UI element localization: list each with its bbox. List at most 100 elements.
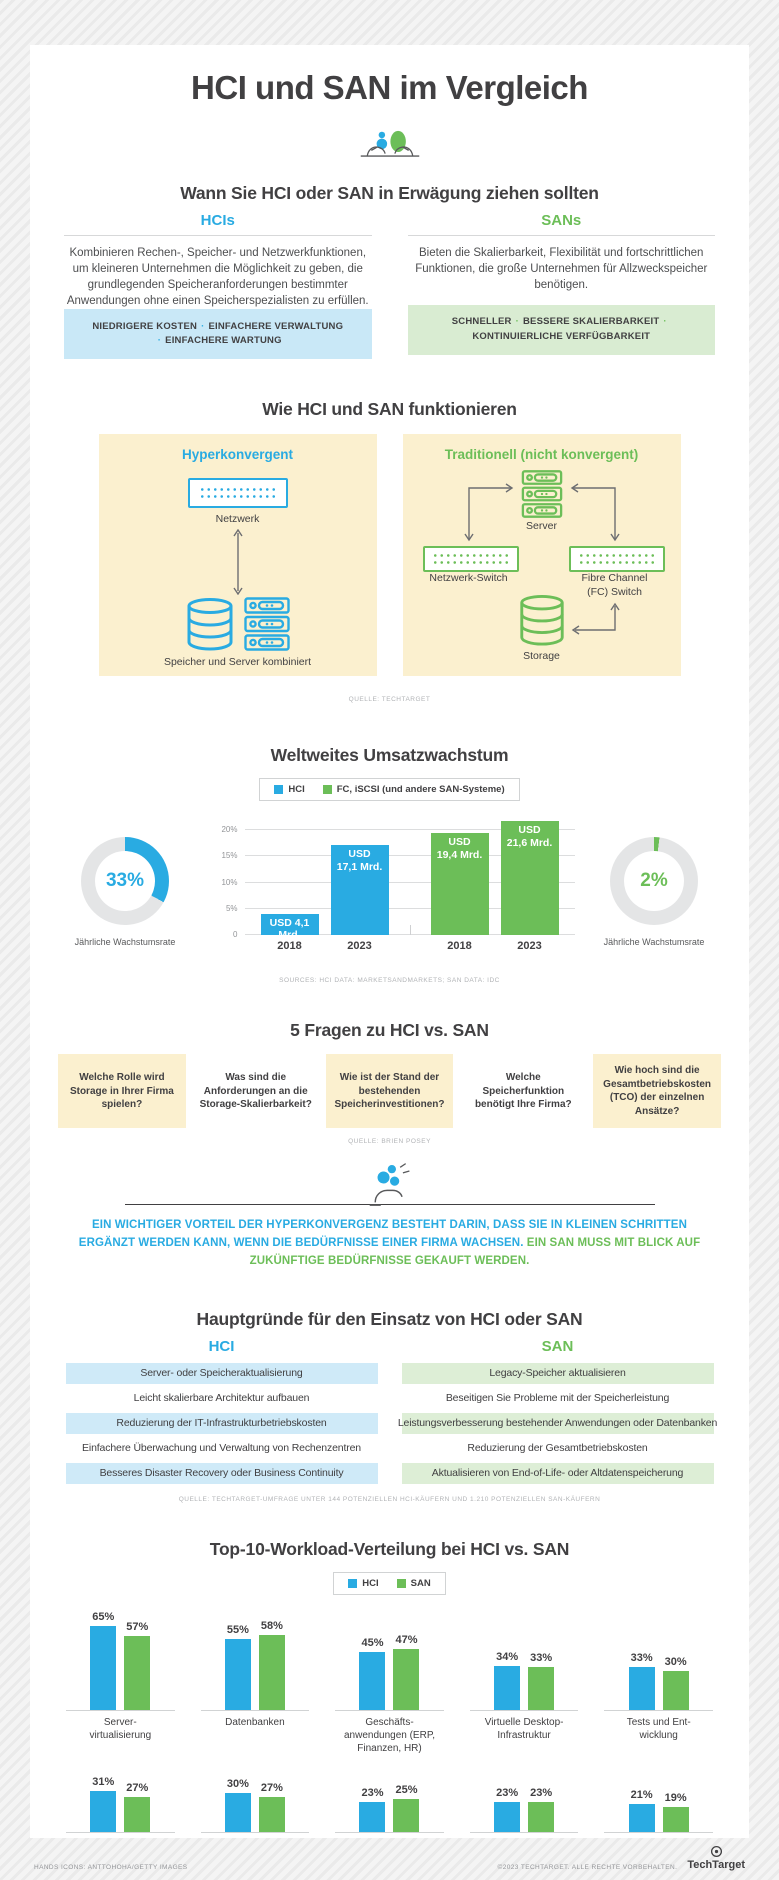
workload-bars: 30% 27% xyxy=(191,1778,320,1832)
benefit-text: KONTINUIERLICHE VERFÜGBARKEIT xyxy=(472,331,651,342)
separator-dot: · xyxy=(663,316,667,328)
workload-bars: 33% 30% xyxy=(594,1652,723,1711)
copyright-text: ©2023 TECHTARGET. ALLE RECHTE VORBEHALTE… xyxy=(497,1864,678,1871)
workload-bar xyxy=(528,1801,555,1832)
legend-item: HCI xyxy=(274,784,305,796)
workload-bar xyxy=(224,1638,251,1711)
revenue-bars: USD 4,1 Mrd. 2018 USD 17,1 Mrd. 2023 USD 19,… xyxy=(245,821,575,952)
workload-bar-column: 58% xyxy=(258,1620,285,1711)
revenue-legend-box: HCI FC, iSCSI (und andere SAN-Systeme) xyxy=(259,778,520,802)
baseline xyxy=(66,1831,175,1833)
benefit-text: EINFACHERE WARTUNG xyxy=(165,335,282,347)
y-axis-tick-label: 20% xyxy=(221,824,238,834)
workload-bar xyxy=(90,1625,117,1711)
hci-description: Kombinieren Rechen-, Speicher- und Netzw… xyxy=(66,247,369,308)
workload-bars: 21% 19% xyxy=(594,1789,723,1832)
reasons-source: QUELLE: TECHTARGET-UMFRAGE UNTER 144 POT… xyxy=(178,1495,601,1503)
key-takeaway-quote: EIN WICHTIGER VORTEIL DER HYPERKONVERGEN… xyxy=(66,1217,714,1270)
workload-value: 33% xyxy=(630,1652,653,1665)
reason-row: Leicht skalierbare Architektur aufbauen xyxy=(133,1392,310,1405)
revenue-bar-value: USD 21,6 Mrd. xyxy=(506,824,553,850)
workload-bar-column: 30% xyxy=(224,1777,251,1832)
x-axis-tick-label: 2023 xyxy=(517,940,542,953)
section-title-how: Wie HCI und SAN funktionieren xyxy=(262,399,517,420)
revenue-bar-column: USD 4,1 Mrd. 2018 xyxy=(260,913,319,952)
icon-credits: HANDS ICONS: ANTTOHOHA/GETTY IMAGES xyxy=(34,1864,188,1871)
techtarget-logo-icon xyxy=(710,1845,722,1858)
workload-bar xyxy=(662,1806,689,1832)
x-axis-tick-label: 2018 xyxy=(277,940,302,953)
workload-bar xyxy=(528,1667,555,1711)
page-footer: HANDS ICONS: ANTTOHOHA/GETTY IMAGES ©202… xyxy=(34,1845,745,1871)
workload-value: 27% xyxy=(126,1781,149,1794)
hands-holding-balls-icon xyxy=(360,130,419,157)
workload-bar-column: 21% xyxy=(628,1789,655,1832)
section-title-revenue: Weltweites Umsatzwachstum xyxy=(270,745,509,766)
y-axis-tick-label: 0 xyxy=(233,930,238,940)
workload-value: 30% xyxy=(226,1777,249,1790)
workload-bar-column: 65% xyxy=(90,1610,117,1711)
question-box: Wie ist der Stand der bestehenden Speich… xyxy=(325,1054,454,1129)
revenue-bar-column: USD 21,6 Mrd. 2023 xyxy=(500,821,559,952)
workload-value: 23% xyxy=(496,1786,519,1799)
network-label: Netzwerk xyxy=(215,513,260,526)
workload-bar-column: 47% xyxy=(393,1634,420,1711)
workload-value: 30% xyxy=(664,1656,687,1669)
reason-row: Beseitigen Sie Probleme mit der Speicher… xyxy=(445,1392,670,1405)
hci-consider-column: HCIs Kombinieren Rechen-, Speicher- und … xyxy=(64,212,372,360)
hci-diagram-panel: Hyperkonvergent Netzwerk xyxy=(98,434,377,677)
workload-bar-column: 55% xyxy=(224,1624,251,1711)
y-axis-tick-label: 15% xyxy=(221,851,238,861)
revenue-bar: USD 19,4 Mrd. xyxy=(430,833,489,936)
workload-bar xyxy=(258,1634,285,1711)
baseline xyxy=(66,1710,175,1712)
workload-legend-box: HCI SAN xyxy=(333,1571,446,1595)
san-column-heading: SANs xyxy=(541,212,582,229)
workload-bar-column: 23% xyxy=(359,1787,386,1832)
gridline xyxy=(244,855,575,857)
question-box: Welche Rolle wird Storage in Ihrer Firma… xyxy=(58,1054,186,1129)
san-reasons-list: Legacy-Speicher aktualisieren Beseitigen … xyxy=(398,1362,717,1484)
reason-row: Reduzierung der IT-Infrastrukturbetriebs… xyxy=(65,1412,378,1434)
legend-item: SAN xyxy=(396,1578,431,1589)
switch-ports xyxy=(198,486,277,501)
bidirectional-arrow-icon xyxy=(232,528,243,595)
section-title-reasons: Hauptgründe für den Einsatz von HCI oder… xyxy=(196,1308,583,1329)
workload-bar xyxy=(124,1796,151,1832)
legend-label: HCI xyxy=(288,784,305,796)
workload-value: 27% xyxy=(260,1781,283,1794)
workload-bar-column: 33% xyxy=(628,1652,655,1711)
workload-bar-column: 27% xyxy=(124,1781,151,1832)
reason-row: Leistungsverbesserung bestehender Anwend… xyxy=(398,1412,717,1434)
legend-swatch xyxy=(348,1578,358,1588)
x-axis-tick-label: 2023 xyxy=(347,940,372,953)
workload-value: 57% xyxy=(126,1621,149,1634)
san-reasons-column: SAN Legacy-Speicher aktualisieren Beseiti… xyxy=(398,1337,717,1488)
quote-divider-line xyxy=(124,1204,655,1206)
network-switch-icon xyxy=(187,478,288,509)
workload-value: 65% xyxy=(92,1610,115,1623)
baseline xyxy=(200,1831,310,1833)
revenue-bar-column: USD 17,1 Mrd. 2023 xyxy=(330,845,389,952)
revenue-bar-chart: 0 5% 10% 15% 20% USD 4,1 Mrd. 2018 USD 17,1 Mrd… xyxy=(205,815,575,961)
server-label: Server xyxy=(526,520,557,533)
separator-dot: · xyxy=(201,320,205,332)
workload-bar xyxy=(628,1804,655,1832)
techtarget-logo-text: TechTarget xyxy=(687,1859,745,1871)
workload-chart: 21%19%Cloud-native Anwendungen xyxy=(594,1789,723,1838)
workload-bars: 55% 58% xyxy=(191,1620,320,1711)
section-title-consider: Wann Sie HCI oder SAN in Erwägung ziehen… xyxy=(180,183,599,203)
workload-bar xyxy=(90,1791,117,1832)
workload-value: 19% xyxy=(664,1791,687,1804)
fc-switch-icon xyxy=(568,546,665,573)
workload-value: 47% xyxy=(395,1634,418,1647)
workload-label: Geschäfts- anwendungen (ERP, Finanzen, H… xyxy=(343,1717,435,1755)
legend-swatch xyxy=(322,785,332,795)
y-axis-tick-label: 5% xyxy=(225,904,238,914)
donut-caption: Jährliche Wachstumsrate xyxy=(74,937,176,948)
revenue-bar-column: USD 19,4 Mrd. 2018 xyxy=(430,833,489,952)
workload-legend: HCI SAN xyxy=(30,1571,749,1595)
infographic-card: HCI und SAN im Vergleich Wann Sie HCI od… xyxy=(30,45,749,1838)
san-reasons-heading: SAN xyxy=(541,1337,574,1355)
workload-value: 34% xyxy=(496,1651,519,1664)
